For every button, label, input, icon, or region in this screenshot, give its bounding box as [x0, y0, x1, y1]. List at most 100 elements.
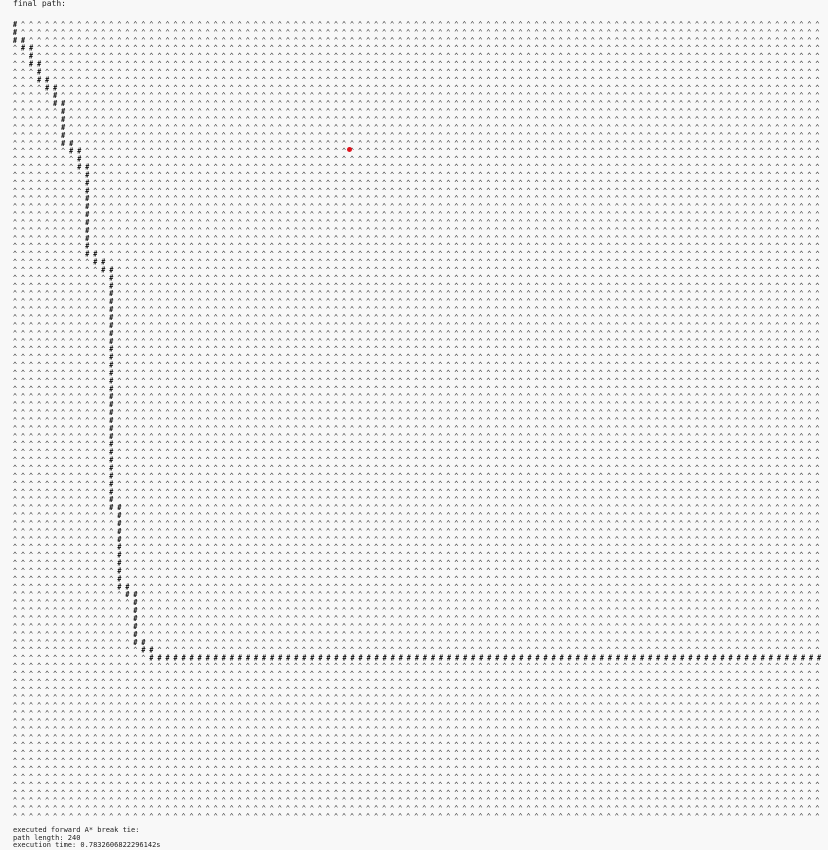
grid-row: # ^ ^ ^ ^ ^ ^ ^ ^ ^ ^ ^ ^ ^ ^ ^ ^ ^ ^ ^ …	[13, 20, 820, 29]
grid-row: ^ ^ ^ ^ ^ ^ ^ ^ ^ ^ ^ ^ # ^ ^ ^ ^ ^ ^ ^ …	[13, 336, 820, 346]
grid-row: ^ ^ ^ ^ ^ ^ ^ ^ ^ ^ ^ ^ # ^ ^ ^ ^ ^ ^ ^ …	[13, 273, 820, 283]
grid-row: ^ ^ ^ ^ ^ ^ ^ ^ ^ ^ ^ ^ # ^ ^ ^ ^ ^ ^ ^ …	[13, 384, 820, 394]
grid-row: ^ ^ ^ ^ ^ ^ ^ ^ ^ ^ ^ ^ ^ ^ ^ # ^ ^ ^ ^ …	[13, 614, 820, 623]
grid-row: ^ ^ ^ ^ ^ ^ ^ ^ ^ # # ^ ^ ^ ^ ^ ^ ^ ^ ^ …	[13, 249, 820, 259]
grid-row: ^ ^ ^ ^ ^ ^ ^ ^ ^ ^ ^ ^ # ^ ^ ^ ^ ^ ^ ^ …	[13, 328, 820, 338]
grid-row: ^ ^ ^ ^ ^ ^ ^ ^ ^ ^ ^ ^ # ^ ^ ^ ^ ^ ^ ^ …	[13, 479, 820, 489]
grid-row: ^ ^ ^ ^ ^ ^ ^ ^ ^ ^ ^ ^ ^ # # ^ ^ ^ ^ ^ …	[13, 582, 820, 592]
grid-row: ^ ^ ^ ^ ^ ^ ^ ^ ^ # ^ ^ ^ ^ ^ ^ ^ ^ ^ ^ …	[13, 178, 820, 188]
grid-row: ^ ^ ^ ^ ^ ^ ^ ^ ^ ^ ^ ^ ^ # ^ ^ ^ ^ ^ ^ …	[13, 566, 820, 576]
grid-row: ^ ^ ^ ^ ^ ^ ^ ^ ^ # ^ ^ ^ ^ ^ ^ ^ ^ ^ ^ …	[13, 210, 820, 220]
grid-row: ^ ^ ^ ^ ^ ^ ^ ^ ^ ^ ^ ^ ^ ^ ^ ^ ^ # # # …	[13, 653, 822, 663]
grid-row: ^ ^ ^ ^ ^ ^ ^ ^ ^ ^ ^ ^ ^ # ^ ^ ^ ^ ^ ^ …	[13, 550, 820, 560]
grid-row: ^ ^ ^ ^ ^ ^ ^ ^ ^ ^ ^ ^ ^ ^ ^ ^ ^ ^ ^ ^ …	[13, 812, 820, 821]
grid-row: ^ ^ ^ ^ ^ ^ ^ ^ ^ ^ ^ ^ ^ ^ # # ^ ^ ^ ^ …	[13, 590, 820, 600]
grid-row: ^ ^ ^ ^ ^ ^ ^ ^ ^ ^ ^ ^ ^ ^ ^ ^ ^ ^ ^ ^ …	[13, 780, 820, 790]
grid-row: ^ ^ ^ ^ ^ ^ ^ ^ ^ ^ ^ ^ ^ # ^ ^ ^ ^ ^ ^ …	[13, 526, 820, 536]
grid-row: ^ ^ ^ ^ ^ ^ ^ ^ ^ ^ ^ ^ # ^ ^ ^ ^ ^ ^ ^ …	[13, 408, 820, 418]
grid-row: # ^ ^ ^ ^ ^ ^ ^ ^ ^ ^ ^ ^ ^ ^ ^ ^ ^ ^ ^ …	[13, 27, 820, 37]
page-title: final path:	[13, 0, 66, 8]
grid-row: ^ ^ ^ ^ ^ ^ ^ ^ # # ^ ^ ^ ^ ^ ^ ^ ^ ^ ^ …	[13, 162, 820, 172]
grid-row: ^ ^ ^ ^ ^ ^ ^ ^ ^ ^ ^ ^ ^ ^ ^ ^ ^ ^ ^ ^ …	[13, 748, 820, 758]
grid-row: ^ ^ ^ ^ ^ ^ ^ ^ ^ ^ ^ ^ # ^ ^ ^ ^ ^ ^ ^ …	[13, 423, 820, 433]
grid-row: ^ ^ ^ ^ ^ ^ # ^ ^ ^ ^ ^ ^ ^ ^ ^ ^ ^ ^ ^ …	[13, 115, 820, 124]
grid-row: ^ ^ ^ ^ ^ ^ ^ ^ ^ ^ ^ ^ # ^ ^ ^ ^ ^ ^ ^ …	[13, 321, 820, 330]
grid-row: ^ ^ ^ ^ ^ ^ ^ ^ ^ ^ ^ ^ ^ ^ ^ ^ ^ ^ ^ ^ …	[13, 740, 820, 750]
grid-row: ^ ^ ^ ^ ^ ^ ^ ^ ^ # ^ ^ ^ ^ ^ ^ ^ ^ ^ ^ …	[13, 186, 820, 196]
grid-row: ^ ^ ^ ^ ^ ^ ^ ^ ^ ^ ^ ^ # ^ ^ ^ ^ ^ ^ ^ …	[13, 431, 820, 441]
grid-row: ^ ^ ^ ^ ^ ^ ^ ^ ^ ^ ^ ^ ^ # ^ ^ ^ ^ ^ ^ …	[13, 511, 820, 521]
grid-row: ^ ^ ^ ^ ^ ^ ^ ^ ^ # ^ ^ ^ ^ ^ ^ ^ ^ ^ ^ …	[13, 218, 820, 227]
grid-row: ^ ^ ^ ^ ^ ^ ^ ^ ^ ^ ^ ^ ^ ^ ^ ^ ^ ^ ^ ^ …	[13, 693, 820, 703]
grid-row: ^ ^ ^ ^ ^ ^ ^ ^ ^ ^ ^ ^ ^ ^ ^ ^ ^ ^ ^ ^ …	[13, 661, 820, 671]
grid-row: ^ ^ ^ ^ ^ ^ ^ # # ^ ^ ^ ^ ^ ^ ^ ^ ^ ^ ^ …	[13, 146, 820, 156]
grid-row: ^ ^ ^ ^ ^ ^ ^ ^ ^ ^ ^ ^ ^ ^ ^ # ^ ^ ^ ^ …	[13, 606, 820, 616]
grid-row: ^ ^ ^ ^ ^ ^ ^ ^ ^ ^ ^ ^ ^ ^ ^ ^ ^ ^ ^ ^ …	[13, 677, 820, 687]
grid-row: ^ ^ ^ ^ ^ ^ ^ ^ ^ ^ ^ ^ # ^ ^ ^ ^ ^ ^ ^ …	[13, 400, 820, 410]
grid-row: ^ ^ ^ ^ ^ ^ ^ ^ ^ ^ ^ ^ # ^ ^ ^ ^ ^ ^ ^ …	[13, 439, 820, 449]
path-length-line: path length: 240	[13, 833, 81, 842]
grid-row: ^ ^ ^ ^ ^ ^ ^ ^ ^ # ^ ^ ^ ^ ^ ^ ^ ^ ^ ^ …	[13, 241, 820, 251]
grid-row: ^ ^ ^ ^ ^ ^ ^ ^ ^ ^ ^ ^ # ^ ^ ^ ^ ^ ^ ^ …	[13, 471, 820, 481]
grid-row: ^ ^ ^ ^ ^ ^ ^ ^ ^ ^ ^ ^ # ^ ^ ^ ^ ^ ^ ^ …	[13, 455, 820, 465]
grid-row: ^ ^ ^ ^ ^ ^ ^ ^ ^ # ^ ^ ^ ^ ^ ^ ^ ^ ^ ^ …	[13, 170, 820, 180]
execution-time-line: execution time: 0.7832606822296142s	[13, 841, 161, 850]
grid-row: ^ ^ ^ ^ ^ ^ ^ ^ ^ ^ ^ ^ # ^ ^ ^ ^ ^ ^ ^ …	[13, 376, 820, 386]
grid-row: ^ ^ ^ ^ ^ ^ ^ ^ ^ ^ ^ ^ # ^ ^ ^ ^ ^ ^ ^ …	[13, 487, 820, 497]
grid-row: ^ ^ ^ ^ ^ ^ ^ ^ ^ ^ ^ ^ # ^ ^ ^ ^ ^ ^ ^ …	[13, 368, 820, 378]
grid-row: ^ ^ ^ ^ ^ ^ ^ ^ ^ ^ ^ ^ # ^ ^ ^ ^ ^ ^ ^ …	[13, 313, 820, 322]
grid-row: ^ ^ # ^ ^ ^ ^ ^ ^ ^ ^ ^ ^ ^ ^ ^ ^ ^ ^ ^ …	[13, 51, 820, 61]
grid-row: ^ ^ ^ ^ ^ ^ ^ ^ ^ ^ ^ ^ # ^ ^ ^ ^ ^ ^ ^ …	[13, 352, 820, 362]
grid-row: ^ ^ ^ ^ ^ ^ ^ ^ ^ ^ ^ # # ^ ^ ^ ^ ^ ^ ^ …	[13, 265, 820, 275]
grid-row: ^ ^ ^ ^ ^ ^ ^ ^ ^ ^ ^ ^ # # ^ ^ ^ ^ ^ ^ …	[13, 503, 820, 513]
grid-row: ^ ^ # # ^ ^ ^ ^ ^ ^ ^ ^ ^ ^ ^ ^ ^ ^ ^ ^ …	[13, 59, 820, 69]
grid-row: ^ ^ ^ ^ ^ ^ ^ ^ ^ ^ ^ ^ # ^ ^ ^ ^ ^ ^ ^ …	[13, 416, 820, 425]
grid-row: ^ ^ ^ ^ ^ ^ ^ ^ ^ # ^ ^ ^ ^ ^ ^ ^ ^ ^ ^ …	[13, 194, 820, 204]
grid-row: ^ ^ ^ ^ ^ ^ ^ ^ ^ # ^ ^ ^ ^ ^ ^ ^ ^ ^ ^ …	[13, 233, 820, 243]
grid-row: ^ ^ ^ ^ ^ ^ # # ^ ^ ^ ^ ^ ^ ^ ^ ^ ^ ^ ^ …	[13, 138, 820, 148]
grid-row: ^ ^ ^ ^ ^ ^ ^ ^ ^ ^ ^ ^ ^ ^ ^ ^ ^ ^ ^ ^ …	[13, 804, 820, 814]
grid-row: ^ ^ ^ ^ ^ ^ # ^ ^ ^ ^ ^ ^ ^ ^ ^ ^ ^ ^ ^ …	[13, 130, 820, 140]
grid-row: ^ ^ ^ ^ ^ ^ ^ ^ ^ ^ ^ ^ # ^ ^ ^ ^ ^ ^ ^ …	[13, 297, 820, 307]
grid-row: ^ ^ ^ ^ ^ ^ ^ ^ ^ ^ ^ ^ # ^ ^ ^ ^ ^ ^ ^ …	[13, 447, 820, 457]
grid-row: ^ ^ ^ ^ ^ ^ ^ ^ ^ ^ ^ ^ # ^ ^ ^ ^ ^ ^ ^ …	[13, 281, 820, 291]
grid-row: ^ ^ ^ ^ ^ ^ ^ ^ ^ ^ # # ^ ^ ^ ^ ^ ^ ^ ^ …	[13, 257, 820, 267]
grid-row: ^ ^ ^ ^ ^ ^ ^ ^ ^ ^ ^ ^ ^ ^ ^ ^ ^ ^ ^ ^ …	[13, 685, 820, 695]
start-marker	[347, 147, 352, 152]
grid-row: ^ ^ ^ ^ ^ ^ ^ ^ ^ ^ ^ ^ ^ ^ ^ ^ ^ ^ ^ ^ …	[13, 709, 820, 719]
grid-row: ^ ^ ^ ^ ^ ^ ^ ^ ^ # ^ ^ ^ ^ ^ ^ ^ ^ ^ ^ …	[13, 225, 820, 235]
grid-row: ^ ^ ^ ^ ^ ^ ^ ^ ^ ^ ^ ^ ^ ^ ^ ^ ^ ^ ^ ^ …	[13, 717, 820, 726]
maze-grid: # ^ ^ ^ ^ ^ ^ ^ ^ ^ ^ ^ ^ ^ ^ ^ ^ ^ ^ ^ …	[13, 21, 821, 821]
grid-row: ^ ^ ^ ^ ^ ^ ^ ^ ^ ^ ^ ^ ^ ^ ^ ^ ^ ^ ^ ^ …	[13, 772, 820, 782]
grid-row: ^ ^ ^ ^ ^ ^ ^ ^ ^ ^ ^ ^ ^ ^ ^ ^ ^ ^ ^ ^ …	[13, 669, 820, 679]
grid-row: ^ ^ ^ ^ ^ ^ ^ ^ ^ ^ ^ ^ ^ ^ ^ ^ ^ ^ ^ ^ …	[13, 788, 820, 798]
grid-row: ^ ^ ^ ^ ^ ^ ^ ^ ^ ^ ^ ^ # ^ ^ ^ ^ ^ ^ ^ …	[13, 392, 820, 402]
grid-row: ^ ^ ^ ^ ^ ^ ^ ^ ^ ^ ^ ^ ^ ^ ^ ^ ^ ^ ^ ^ …	[13, 701, 820, 711]
grid-row: ^ ^ ^ ^ ^ ^ ^ ^ ^ ^ ^ ^ ^ ^ ^ ^ ^ ^ ^ ^ …	[13, 796, 820, 806]
grid-row: ^ ^ ^ # # ^ ^ ^ ^ ^ ^ ^ ^ ^ ^ ^ ^ ^ ^ ^ …	[13, 75, 820, 85]
grid-row: ^ # # ^ ^ ^ ^ ^ ^ ^ ^ ^ ^ ^ ^ ^ ^ ^ ^ ^ …	[13, 43, 820, 53]
grid-row: ^ ^ ^ ^ ^ ^ # ^ ^ ^ ^ ^ ^ ^ ^ ^ ^ ^ ^ ^ …	[13, 122, 820, 132]
grid-row: ^ ^ ^ ^ ^ ^ ^ ^ ^ ^ ^ ^ # ^ ^ ^ ^ ^ ^ ^ …	[13, 289, 820, 299]
grid-row: ^ ^ ^ ^ ^ ^ ^ ^ ^ ^ ^ ^ ^ ^ ^ ^ # # ^ ^ …	[13, 645, 820, 655]
grid-row: ^ ^ ^ ^ ^ ^ ^ ^ # ^ ^ ^ ^ ^ ^ ^ ^ ^ ^ ^ …	[13, 154, 820, 164]
grid-row: ^ ^ ^ ^ ^ ^ ^ ^ ^ ^ ^ ^ ^ ^ ^ # ^ ^ ^ ^ …	[13, 621, 820, 631]
grid-row: ^ ^ ^ ^ ^ ^ ^ ^ ^ ^ ^ ^ ^ ^ ^ ^ ^ ^ ^ ^ …	[13, 764, 820, 774]
grid-row: ^ ^ ^ ^ ^ ^ ^ ^ ^ ^ ^ ^ ^ ^ ^ # # ^ ^ ^ …	[13, 637, 820, 647]
grid-row: ^ ^ ^ ^ ^ # # ^ ^ ^ ^ ^ ^ ^ ^ ^ ^ ^ ^ ^ …	[13, 99, 820, 109]
grid-row: ^ ^ ^ ^ ^ ^ ^ ^ ^ ^ ^ ^ # ^ ^ ^ ^ ^ ^ ^ …	[13, 305, 820, 315]
grid-row: ^ ^ ^ # ^ ^ ^ ^ ^ ^ ^ ^ ^ ^ ^ ^ ^ ^ ^ ^ …	[13, 67, 820, 77]
grid-row: ^ ^ ^ ^ ^ ^ # ^ ^ ^ ^ ^ ^ ^ ^ ^ ^ ^ ^ ^ …	[13, 107, 820, 117]
grid-row: ^ ^ ^ ^ ^ ^ ^ ^ ^ ^ ^ ^ ^ # ^ ^ ^ ^ ^ ^ …	[13, 534, 820, 544]
grid-row: ^ ^ ^ ^ ^ ^ ^ ^ ^ ^ ^ ^ ^ ^ ^ ^ ^ ^ ^ ^ …	[13, 756, 820, 766]
grid-row: ^ ^ ^ ^ ^ ^ ^ ^ ^ ^ ^ ^ ^ # ^ ^ ^ ^ ^ ^ …	[13, 542, 820, 552]
grid-row: ^ ^ ^ ^ ^ ^ ^ ^ ^ ^ ^ ^ ^ # ^ ^ ^ ^ ^ ^ …	[13, 574, 820, 584]
grid-row: ^ ^ ^ ^ ^ ^ ^ ^ ^ ^ ^ ^ ^ ^ ^ ^ ^ ^ ^ ^ …	[13, 724, 820, 734]
algorithm-line: executed forward A* break tie:	[13, 826, 140, 834]
grid-row: ^ ^ ^ ^ ^ ^ ^ ^ ^ ^ ^ ^ ^ # ^ ^ ^ ^ ^ ^ …	[13, 558, 820, 568]
grid-row: ^ ^ ^ ^ ^ ^ ^ ^ ^ ^ ^ ^ ^ ^ ^ # ^ ^ ^ ^ …	[13, 598, 820, 608]
grid-row: ^ ^ ^ ^ # # ^ ^ ^ ^ ^ ^ ^ ^ ^ ^ ^ ^ ^ ^ …	[13, 83, 820, 93]
status-output: executed forward A* break tie: path lengt…	[13, 826, 161, 850]
grid-row: ^ ^ ^ ^ ^ ^ ^ ^ ^ ^ ^ ^ # ^ ^ ^ ^ ^ ^ ^ …	[13, 495, 820, 505]
grid-row: ^ ^ ^ ^ ^ ^ ^ ^ ^ ^ ^ ^ # ^ ^ ^ ^ ^ ^ ^ …	[13, 344, 820, 354]
